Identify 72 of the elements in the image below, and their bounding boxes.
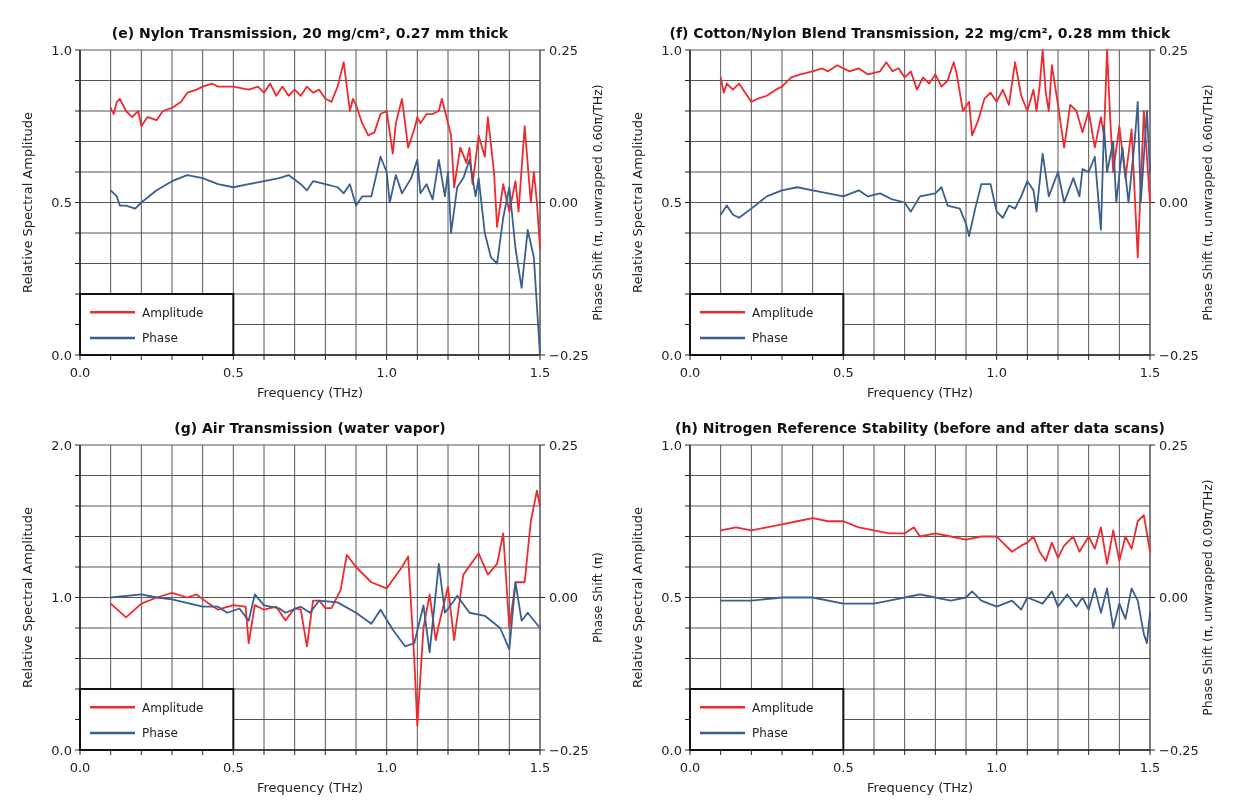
x-axis-title: Frequency (THz) [257, 780, 363, 795]
y2-tick-label: 0.00 [549, 195, 578, 211]
x-tick-label: 0.0 [69, 365, 91, 380]
x-tick-label: 0.5 [832, 365, 854, 380]
line-series [109, 155, 541, 356]
x-tick-label: 1.0 [376, 760, 398, 775]
legend-label: Phase [142, 726, 178, 741]
line-series [719, 587, 1151, 645]
y-tick-label: 0.5 [51, 195, 72, 211]
chart-title: (e) Nylon Transmission, 20 mg/cm², 0.27 mm thick [111, 25, 509, 41]
x-tick-label: 0.5 [222, 760, 244, 775]
y2-tick-label: 0.25 [1159, 42, 1188, 58]
legend-label: Phase [142, 331, 178, 346]
y-tick-label: 1.0 [661, 42, 682, 58]
y-tick-label: 0.0 [51, 347, 72, 363]
y-axis-title: Relative Spectral Amplitude [20, 112, 35, 293]
line-series [109, 489, 541, 727]
y-tick-label: 1.0 [661, 437, 682, 453]
line-series [719, 100, 1151, 237]
chart-title: (h) Nitrogen Reference Stability (before and after data scans) [675, 420, 1165, 436]
line-series [109, 563, 541, 654]
x-tick-label: 0.0 [679, 760, 701, 775]
y2-tick-label: 0.00 [1159, 195, 1188, 211]
y2-axis-title: Phase Shift (π, unwrapped 0.60π/THz) [1200, 84, 1215, 321]
y-tick-label: 0.5 [661, 590, 682, 606]
x-tick-label: 0.0 [69, 760, 91, 775]
x-tick-label: 0.0 [679, 365, 701, 380]
y2-tick-label: 0.25 [549, 437, 578, 453]
y2-tick-label: −0.25 [549, 742, 589, 758]
x-axis-title: Frequency (THz) [867, 780, 973, 795]
y-tick-label: 0.5 [661, 195, 682, 211]
y2-tick-label: 0.25 [549, 42, 578, 58]
x-tick-label: 1.5 [1139, 760, 1161, 775]
y-tick-label: 0.0 [51, 742, 72, 758]
y-tick-label: 2.0 [51, 437, 72, 453]
line-series [109, 61, 541, 250]
chart-title: (g) Air Transmission (water vapor) [174, 420, 446, 436]
y2-tick-label: −0.25 [1159, 347, 1199, 363]
x-tick-label: 0.5 [222, 365, 244, 380]
legend-label: Amplitude [142, 700, 204, 715]
x-tick-label: 1.0 [986, 365, 1008, 380]
legend-label: Amplitude [752, 305, 814, 320]
x-tick-label: 1.5 [529, 760, 551, 775]
y-tick-label: 0.0 [661, 742, 682, 758]
legend-label: Amplitude [752, 700, 814, 715]
y-tick-label: 0.0 [661, 347, 682, 363]
x-tick-label: 1.0 [376, 365, 398, 380]
x-tick-label: 1.5 [1139, 365, 1161, 380]
y2-tick-label: 0.00 [1159, 590, 1188, 606]
legend-label: Amplitude [142, 305, 204, 320]
legend-label: Phase [752, 331, 788, 346]
y2-axis-title: Phase Shift (π, unwrapped 0.60π/THz) [590, 84, 605, 321]
y-axis-title: Relative Spectral Amplitude [630, 507, 645, 688]
y-axis-title: Relative Spectral Amplitude [20, 507, 35, 688]
y-tick-label: 1.0 [51, 42, 72, 58]
line-series [719, 514, 1151, 565]
x-axis-title: Frequency (THz) [867, 385, 973, 400]
y2-axis-title: Phase Shift (π) [590, 552, 605, 643]
y2-axis-title: Phase Shift (π, unwrapped 0.09π/THz) [1200, 479, 1215, 716]
x-tick-label: 0.5 [832, 760, 854, 775]
y-tick-label: 1.0 [51, 590, 72, 606]
y2-tick-label: −0.25 [549, 347, 589, 363]
y2-tick-label: −0.25 [1159, 742, 1199, 758]
x-axis-title: Frequency (THz) [257, 385, 363, 400]
line-series [719, 49, 1151, 259]
legend-label: Phase [752, 726, 788, 741]
y2-tick-label: 0.00 [549, 590, 578, 606]
y2-tick-label: 0.25 [1159, 437, 1188, 453]
chart-title: (f) Cotton/Nylon Blend Transmission, 22 mg/cm², 0.28 mm thick [669, 25, 1172, 41]
x-tick-label: 1.0 [986, 760, 1008, 775]
y-axis-title: Relative Spectral Amplitude [630, 112, 645, 293]
x-tick-label: 1.5 [529, 365, 551, 380]
